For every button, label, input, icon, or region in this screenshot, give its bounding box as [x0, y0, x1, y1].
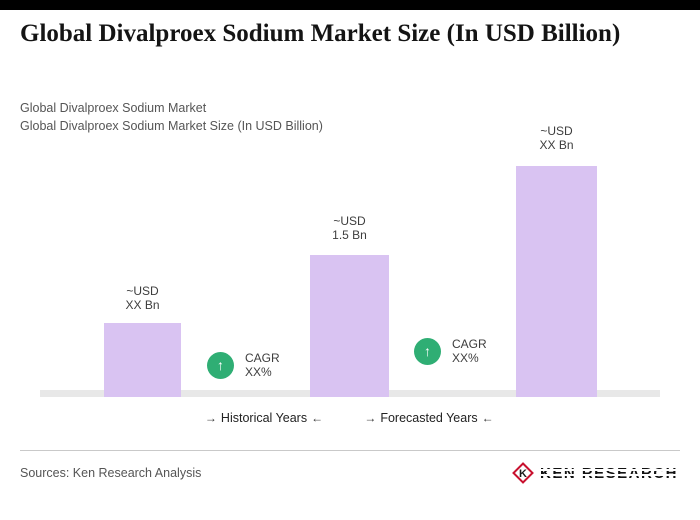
- bar-current: [310, 255, 389, 397]
- subtitle: Global Divalproex Sodium Market Global D…: [20, 99, 620, 135]
- up-arrow-icon: ↑: [414, 337, 441, 365]
- subtitle-line-2: Global Divalproex Sodium Market Size (In…: [20, 119, 323, 133]
- cagr-badge: ↑ CAGR XX%: [207, 351, 280, 379]
- axis-label-historical: → Historical Years ←: [179, 410, 349, 426]
- up-arrow-icon: ↑: [207, 351, 234, 379]
- cagr-label: CAGR: [245, 351, 280, 365]
- bar-value-label: ~USD XX Bn: [104, 284, 181, 312]
- bar-historical: [104, 323, 181, 397]
- axis-label-text: Historical Years: [220, 411, 308, 425]
- bar-value-line2: 1.5 Bn: [332, 228, 367, 242]
- bar-value-label: ~USD XX Bn: [516, 124, 597, 152]
- bar-forecast: [516, 166, 597, 397]
- cagr-label: CAGR: [452, 337, 487, 351]
- top-black-bar: [0, 0, 700, 10]
- bar-value-line1: ~USD: [126, 284, 159, 298]
- arrow-right-icon: →: [204, 411, 217, 425]
- bar-value-line1: ~USD: [540, 124, 573, 138]
- bar-value-line2: XX Bn: [125, 298, 160, 312]
- cagr-value: XX%: [452, 351, 479, 365]
- cagr-value: XX%: [245, 365, 272, 379]
- logo-wordmark: KEN RESEARCH: [539, 464, 679, 482]
- logo-letter: K: [519, 468, 527, 480]
- cagr-text: CAGR XX%: [452, 337, 487, 365]
- arrow-left-icon: ←: [311, 411, 324, 425]
- arrow-left-icon: ←: [481, 411, 494, 425]
- ken-research-logo: K KEN RESEARCH: [512, 462, 679, 484]
- cagr-badge: ↑ CAGR XX%: [414, 337, 487, 365]
- axis-label-text: Forecasted Years: [380, 411, 478, 425]
- sources-text: Sources: Ken Research Analysis: [20, 466, 202, 480]
- cagr-text: CAGR XX%: [245, 351, 280, 379]
- page-title: Global Divalproex Sodium Market Size (In…: [20, 20, 621, 47]
- axis-label-forecasted: → Forecasted Years ←: [344, 410, 514, 426]
- footer-divider: [20, 450, 680, 451]
- bar-value-line2: XX Bn: [539, 138, 574, 152]
- ken-research-logo-mark-icon: K: [512, 462, 534, 484]
- bar-value-label: ~USD 1.5 Bn: [310, 214, 389, 242]
- subtitle-line-1: Global Divalproex Sodium Market: [20, 101, 207, 115]
- bar-value-line1: ~USD: [333, 214, 366, 228]
- arrow-right-icon: →: [364, 411, 377, 425]
